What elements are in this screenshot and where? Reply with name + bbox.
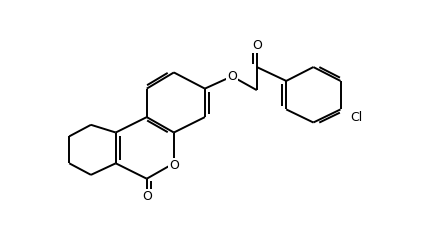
Text: O: O <box>252 39 262 52</box>
Text: O: O <box>227 70 237 83</box>
Text: O: O <box>169 159 179 172</box>
Text: O: O <box>142 190 152 203</box>
Text: Cl: Cl <box>350 111 362 124</box>
